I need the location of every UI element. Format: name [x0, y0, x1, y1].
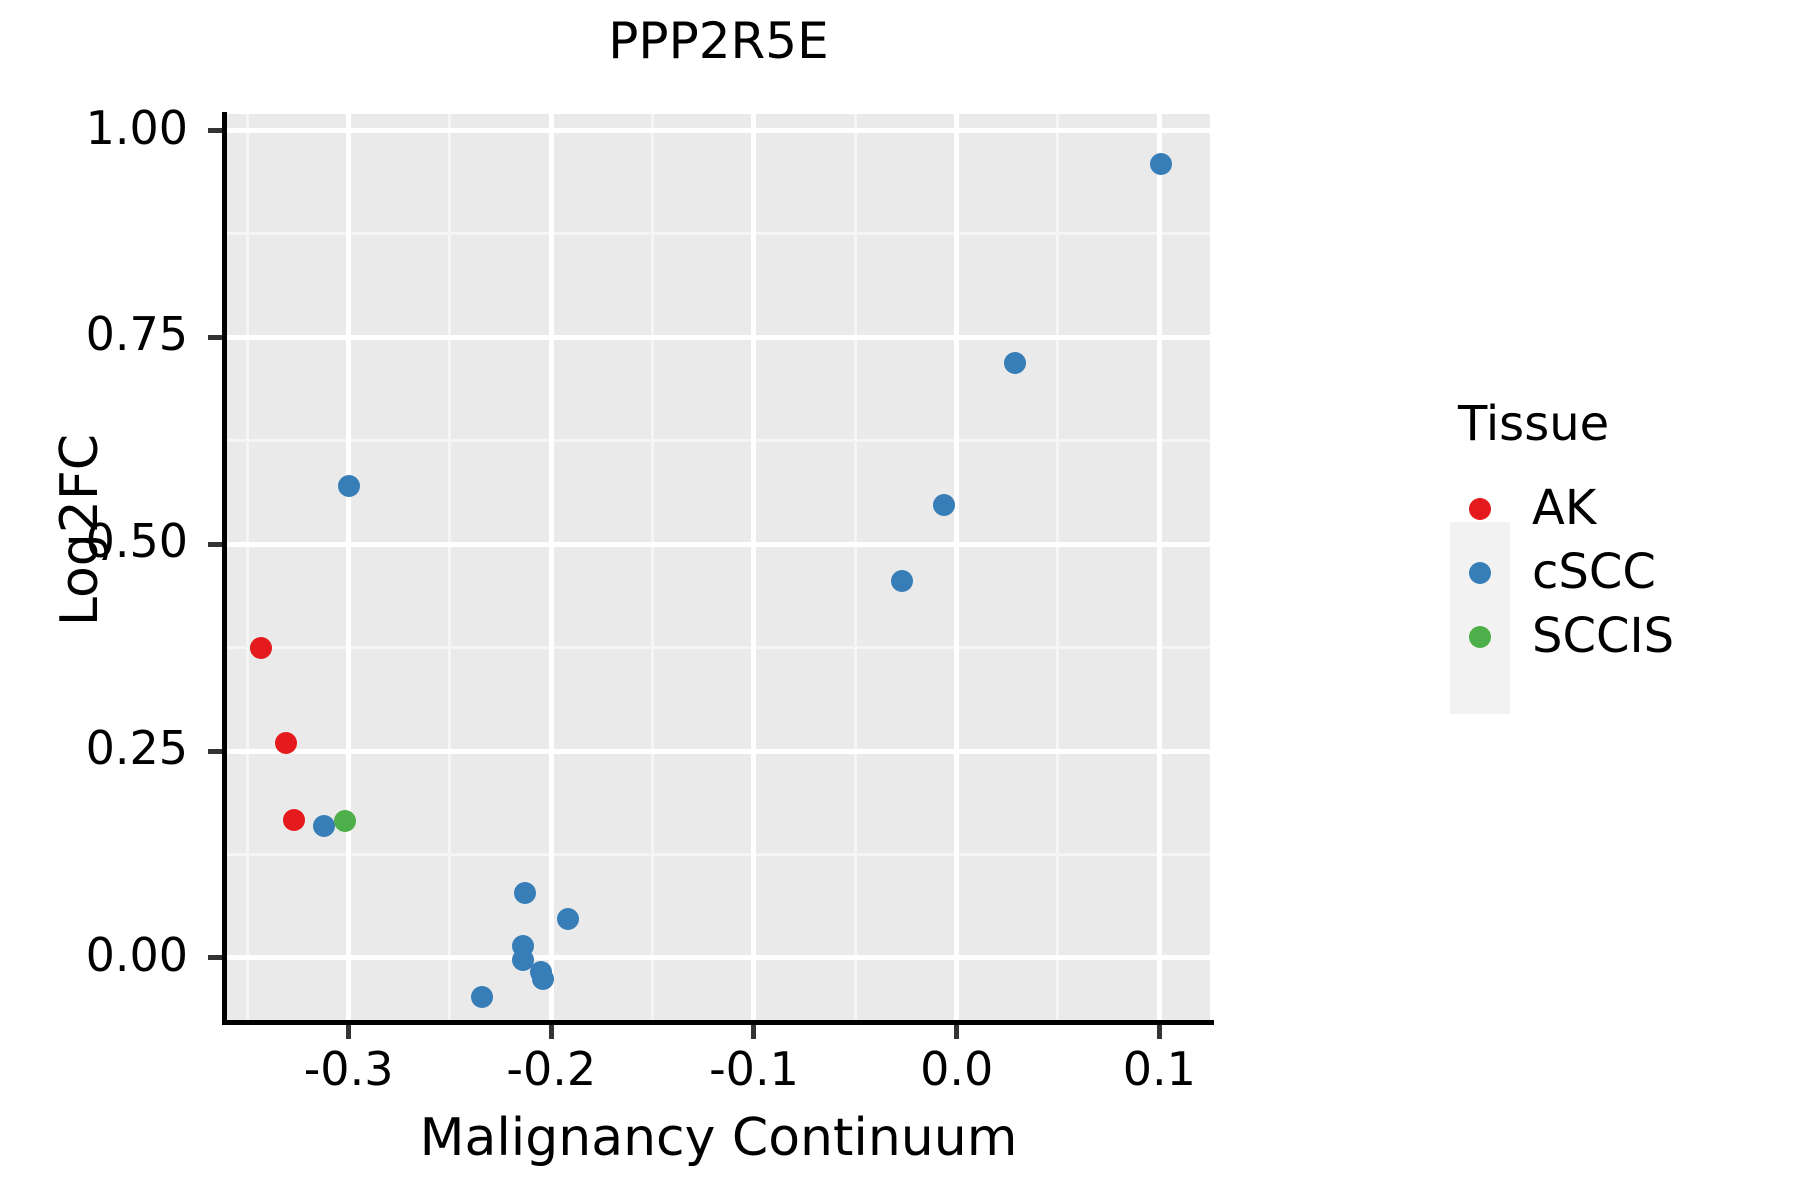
x-tick-label: 0.0: [920, 1042, 994, 1096]
y-tick-label: 0.50: [85, 514, 188, 569]
y-axis-title: Log2FC: [50, 433, 110, 627]
legend-item-ak[interactable]: AK: [1450, 476, 1790, 540]
gridline-x-major: [954, 114, 960, 1020]
x-tick-mark: [1156, 1025, 1162, 1039]
gridline-y-minor: [227, 853, 1210, 857]
gridline-y-minor: [227, 232, 1210, 236]
gridline-y-major: [227, 541, 1210, 547]
legend: Tissue AK cSCC SCCIS: [1450, 396, 1790, 714]
data-point-cscc: [471, 985, 494, 1008]
data-point-cscc: [1004, 352, 1027, 375]
y-tick-label: 0.25: [85, 721, 188, 776]
y-tick-mark: [208, 334, 222, 340]
x-tick-mark: [548, 1025, 554, 1039]
y-tick-mark: [208, 955, 222, 961]
data-point-cscc: [532, 968, 555, 991]
x-tick-label: -0.3: [303, 1042, 394, 1096]
x-tick-label: -0.2: [506, 1042, 597, 1096]
x-axis-title: Malignancy Continuum: [419, 1108, 1018, 1168]
gridline-x-major: [346, 114, 352, 1020]
plot-panel: [227, 114, 1210, 1020]
legend-item-cscc[interactable]: cSCC: [1450, 540, 1790, 604]
legend-swatch-ak-icon: [1450, 476, 1510, 540]
y-tick-label: 0.00: [85, 927, 188, 982]
data-point-cscc: [511, 949, 534, 972]
x-tick-label: -0.1: [709, 1042, 799, 1096]
data-point-ak: [282, 808, 305, 831]
gridline-y-major: [227, 748, 1210, 754]
gridline-y-major: [227, 128, 1210, 134]
gridline-y-major: [227, 334, 1210, 340]
gridline-y-minor: [227, 439, 1210, 443]
y-tick-label: 1.00: [85, 100, 188, 155]
legend-dot-icon: [1469, 562, 1491, 584]
legend-label: AK: [1532, 480, 1597, 536]
legend-title: Tissue: [1458, 396, 1610, 452]
gridline-y-minor: [227, 646, 1210, 650]
y-axis-line: [222, 112, 227, 1022]
legend-key-background: [1450, 522, 1510, 714]
y-tick-mark: [208, 541, 222, 547]
gridline-x-major: [751, 114, 757, 1020]
legend-item-sccis[interactable]: SCCIS: [1450, 604, 1790, 668]
legend-dot-icon: [1469, 626, 1491, 648]
data-point-cscc: [556, 908, 579, 931]
x-axis-line: [222, 1020, 1214, 1025]
legend-entries: AK cSCC SCCIS: [1450, 476, 1790, 668]
legend-label: cSCC: [1532, 544, 1656, 600]
gridline-x-minor: [245, 114, 249, 1020]
legend-swatch-cscc-icon: [1450, 540, 1510, 604]
y-tick-mark: [208, 128, 222, 134]
gridline-x-minor: [853, 114, 857, 1020]
gridline-y-major: [227, 955, 1210, 961]
legend-label: SCCIS: [1532, 608, 1675, 664]
x-tick-mark: [751, 1025, 757, 1039]
gridline-x-major: [548, 114, 554, 1020]
gridline-x-major: [1156, 114, 1162, 1020]
page-title: PPP2R5E: [608, 12, 829, 70]
data-point-cscc: [890, 570, 913, 593]
data-point-cscc: [933, 494, 956, 517]
data-point-sccis: [333, 809, 356, 832]
gridline-x-minor: [1056, 114, 1060, 1020]
y-tick-mark: [208, 748, 222, 754]
x-tick-label: 0.1: [1122, 1042, 1196, 1096]
x-tick-mark: [954, 1025, 960, 1039]
data-point-cscc: [313, 815, 336, 838]
gridline-x-minor: [651, 114, 655, 1020]
data-point-ak: [274, 731, 297, 754]
legend-swatch-sccis-icon: [1450, 604, 1510, 668]
data-point-cscc: [513, 881, 536, 904]
data-point-cscc: [1150, 152, 1173, 175]
y-tick-label: 0.75: [85, 307, 188, 362]
x-tick-mark: [346, 1025, 352, 1039]
data-point-ak: [250, 637, 273, 660]
gridline-x-minor: [448, 114, 452, 1020]
legend-dot-icon: [1469, 498, 1491, 520]
data-point-cscc: [337, 474, 360, 497]
